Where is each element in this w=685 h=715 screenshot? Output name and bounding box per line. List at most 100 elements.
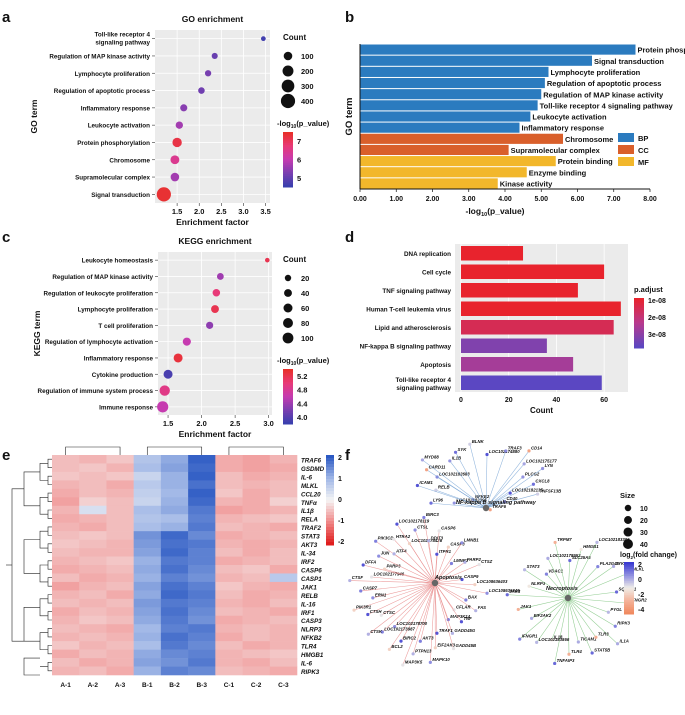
heatmap-cell [188,649,216,659]
network-edge [434,582,475,585]
heatmap-cell [242,514,271,523]
tick-label-x: 5.00 [534,196,548,203]
bar [360,66,549,77]
gene-node [504,449,508,453]
data-point [211,52,218,59]
heatmap-cell [52,539,80,549]
network-edge [382,582,436,633]
heatmap-cell [106,573,134,583]
category-label: TNF signaling pathway [382,288,451,295]
heatmap-cell [188,522,216,532]
color-legend-swatch [283,378,293,381]
scale-swatch [326,476,334,480]
scale-swatch [326,527,334,531]
color-legend-swatch [283,374,293,377]
color-legend-swatch [283,155,293,159]
heatmap-cell [160,624,189,633]
heatmap-cell [52,505,80,515]
legend-label: CC [638,146,649,155]
row-label: CCL20 [301,491,321,498]
scale-swatch [326,536,334,540]
network-edge [485,483,534,509]
scale-swatch [326,497,334,501]
gene-node [613,624,617,628]
color-legend-swatch [634,323,644,326]
scale-swatch [326,482,334,486]
color-legend-swatch [624,563,634,566]
tick-label-x: 1.00 [389,196,403,203]
row-label: HMGB1 [301,652,324,659]
color-legend-swatch [283,135,293,138]
gene-node [553,661,557,666]
heatmap-cell [160,514,189,523]
scale-tick: -1 [338,518,344,525]
row-label: NFKB2 [301,635,322,642]
gene-label: LOC102182683 [439,472,470,477]
gene-label: STAT3 [527,564,541,569]
heatmap-cell [188,497,216,507]
size-legend-title: Count [283,33,306,42]
heatmap-cell [188,590,216,600]
heatmap-cell [160,522,189,532]
heatmap-cell [52,598,80,608]
color-legend-swatch [283,132,293,135]
category-label: Regulation of immune system process [38,388,154,395]
color-legend-tick: 2 [638,562,642,569]
heatmap-cell [160,590,189,600]
color-legend-swatch [634,334,644,337]
heatmap-cell [79,480,107,490]
color-legend-swatch [283,185,293,188]
color-legend-swatch [624,568,634,572]
gene-node [459,620,464,624]
heatmap-cell [215,531,243,540]
heatmap-cell [188,632,216,642]
heatmap-cell [269,488,298,498]
network-edge [434,582,453,634]
heatmap-cell [52,497,80,507]
gene-label: ERN1 [375,592,387,597]
scale-swatch [326,479,334,483]
network-edge [485,493,538,509]
scale-swatch [326,521,334,525]
tick-label-x: 0.00 [353,196,367,203]
category-label: Supramolecular complex [75,175,150,182]
gene-label: LOC108636045 [489,588,520,593]
color-legend-title: -log10(p_value) [277,356,330,367]
network-edge [567,597,597,638]
heatmap-cell [52,522,80,532]
heatmap-cell [79,641,107,650]
gene-node [568,558,572,563]
color-legend-swatch [634,308,644,311]
gene-node [595,540,599,544]
gene-node [452,608,456,612]
dendrogram-branch [47,628,52,638]
heatmap-cell [133,497,162,507]
color-legend-swatch [283,416,293,419]
data-point [156,187,171,202]
gene-label: TRAF1 [439,628,453,633]
color-legend-swatch [283,413,293,416]
heatmap-cell [160,548,189,557]
color-legend-swatch [283,163,293,166]
gene-label: TICAM1 [580,637,597,642]
gene-label: SYK [458,447,468,452]
bar [461,301,621,316]
gene-node [371,596,375,600]
gene-label: SLC25A5 [572,555,591,560]
scale-swatch [326,530,334,534]
heatmap-cell [133,641,162,650]
gene-label: LOC108636403 [477,579,508,584]
heatmap-cell [52,615,80,625]
gene-node [377,554,381,558]
network-edge [422,459,487,509]
heatmap-cell [133,581,162,591]
gene-node [352,608,356,612]
color-legend-swatch [634,309,644,312]
category-label: Leukocyte homeostasis [82,258,154,265]
heatmap-cell [269,624,298,633]
x-axis-label: Enrichment factor [179,429,252,439]
color-legend-swatch [624,601,634,605]
gene-label: RELB [438,485,450,490]
network-edge [567,597,570,655]
dendrogram-branch [47,560,52,570]
